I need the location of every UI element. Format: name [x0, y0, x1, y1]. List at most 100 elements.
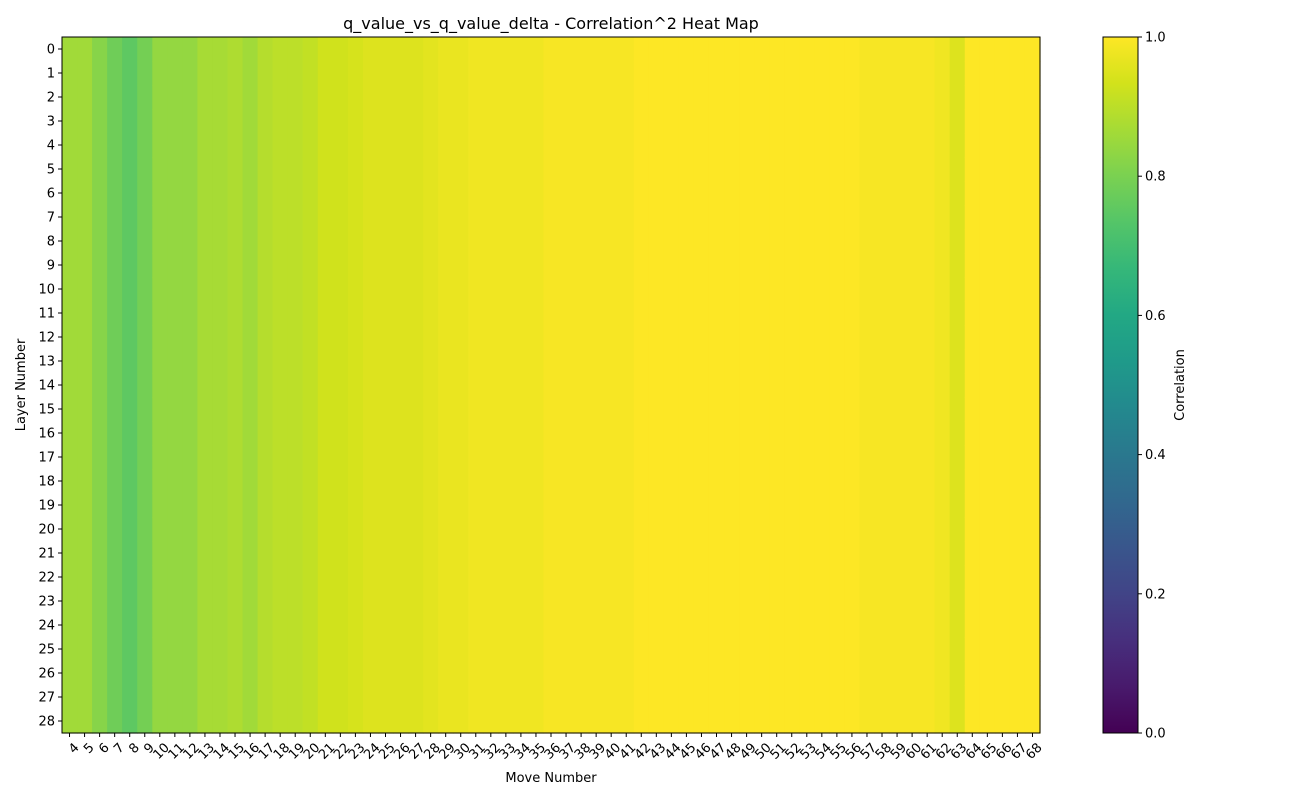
heatmap-cell — [904, 565, 921, 590]
heatmap-cell — [62, 493, 78, 518]
heatmap-cell — [122, 613, 138, 638]
heatmap-cell — [739, 637, 755, 662]
heatmap-cell — [242, 421, 259, 446]
heatmap-cell — [513, 157, 530, 182]
heatmap-cell — [889, 469, 906, 494]
heatmap-cell — [408, 397, 424, 422]
heatmap-cell — [408, 373, 424, 398]
heatmap-cell — [724, 349, 740, 374]
heatmap-cell — [122, 37, 138, 62]
heatmap-cell — [182, 613, 199, 638]
heatmap-cell — [829, 445, 845, 470]
heatmap-cell — [708, 637, 725, 662]
heatmap-cell — [889, 85, 906, 110]
heatmap-cell — [62, 349, 78, 374]
heatmap-cell — [468, 445, 484, 470]
heatmap-cell — [543, 181, 560, 206]
heatmap-cell — [693, 157, 710, 182]
heatmap-cell — [197, 61, 214, 86]
heatmap-cell — [949, 253, 966, 278]
heatmap-cell — [317, 661, 334, 686]
heatmap-cell — [949, 157, 966, 182]
heatmap-cell — [453, 469, 469, 494]
heatmap-cell — [257, 157, 274, 182]
heatmap-cell — [543, 445, 560, 470]
heatmap-cell — [663, 661, 680, 686]
heatmap-cell — [438, 157, 454, 182]
heatmap-cell — [483, 157, 499, 182]
heatmap-cell — [633, 373, 650, 398]
heatmap-cell — [182, 421, 199, 446]
heatmap-cell — [1009, 421, 1026, 446]
x-tick-label: 7 — [111, 740, 127, 756]
heatmap-cell — [814, 709, 830, 734]
y-tick-label: 6 — [47, 187, 55, 202]
heatmap-cell — [528, 349, 545, 374]
heatmap-cell — [212, 373, 229, 398]
heatmap-cell — [829, 541, 845, 566]
heatmap-cell — [1024, 157, 1041, 182]
heatmap-cell — [62, 709, 78, 734]
heatmap-cell — [107, 397, 123, 422]
heatmap-cell — [678, 685, 695, 710]
heatmap-cell — [62, 325, 78, 350]
heatmap-cell — [468, 397, 484, 422]
heatmap-cell — [287, 133, 304, 158]
heatmap-cell — [317, 277, 334, 302]
heatmap-cell — [739, 37, 755, 62]
heatmap-cell — [603, 109, 620, 134]
heatmap-cell — [513, 181, 530, 206]
heatmap-cell — [603, 229, 620, 254]
heatmap-cell — [859, 133, 876, 158]
heatmap-cell — [197, 397, 214, 422]
heatmap-cell — [257, 133, 274, 158]
heatmap-cell — [332, 637, 349, 662]
heatmap-cell — [182, 229, 199, 254]
heatmap-cell — [272, 421, 289, 446]
heatmap-cell — [934, 421, 951, 446]
heatmap-cell — [799, 229, 815, 254]
heatmap-cell — [889, 493, 906, 518]
heatmap-cell — [362, 277, 379, 302]
heatmap-cell — [182, 445, 199, 470]
heatmap-cell — [528, 373, 545, 398]
heatmap-cell — [212, 445, 229, 470]
heatmap-cell — [77, 277, 93, 302]
heatmap-cell — [979, 661, 996, 686]
heatmap-cell — [332, 493, 349, 518]
heatmap-cell — [528, 565, 545, 590]
heatmap-cell — [317, 589, 334, 614]
heatmap-cell — [393, 109, 409, 134]
heatmap-cell — [528, 637, 545, 662]
heatmap-cell — [964, 373, 981, 398]
heatmap-cell — [62, 181, 78, 206]
heatmap-cell — [317, 541, 334, 566]
heatmap-cell — [227, 397, 244, 422]
heatmap-cell — [889, 133, 906, 158]
heatmap-cell — [633, 349, 650, 374]
heatmap-cell — [167, 37, 183, 62]
heatmap-cell — [859, 373, 876, 398]
heatmap-cell — [332, 229, 349, 254]
heatmap-cell — [754, 589, 770, 614]
heatmap-cell — [347, 61, 364, 86]
heatmap-cell — [904, 373, 921, 398]
heatmap-cell — [859, 181, 876, 206]
heatmap-cell — [648, 637, 665, 662]
heatmap-cell — [453, 277, 469, 302]
heatmap-cell — [212, 157, 229, 182]
heatmap-cell — [739, 445, 755, 470]
heatmap-cell — [182, 133, 199, 158]
heatmap-cell — [573, 373, 590, 398]
heatmap-cell — [919, 445, 936, 470]
heatmap-cell — [438, 517, 454, 542]
heatmap-cell — [633, 253, 650, 278]
heatmap-cell — [799, 205, 815, 230]
heatmap-cell — [362, 157, 379, 182]
heatmap-cell — [122, 157, 138, 182]
heatmap-cell — [423, 349, 439, 374]
heatmap-cell — [618, 493, 635, 518]
heatmap-cell — [919, 421, 936, 446]
heatmap-cell — [964, 565, 981, 590]
heatmap-cell — [302, 133, 319, 158]
